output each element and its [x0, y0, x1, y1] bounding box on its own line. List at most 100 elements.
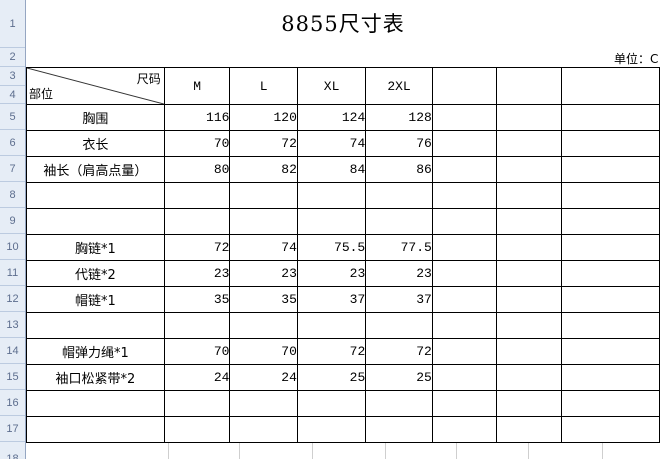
value-cell[interactable]: [296, 208, 367, 235]
row-header-18[interactable]: 18: [0, 442, 25, 459]
sheet-title[interactable]: 8855尺寸表: [281, 12, 405, 36]
part-label-cell[interactable]: 袖口松紧带*2: [26, 364, 165, 391]
value-cell[interactable]: 72: [296, 338, 367, 365]
row-header-7[interactable]: 7: [0, 156, 25, 182]
empty-cell[interactable]: [495, 156, 563, 183]
row-header-14[interactable]: 14: [0, 338, 25, 364]
empty-cell[interactable]: [561, 67, 660, 105]
empty-cell[interactable]: [561, 156, 660, 183]
empty-cell[interactable]: [561, 338, 660, 365]
part-label-cell[interactable]: 胸链*1: [26, 234, 165, 261]
empty-cell[interactable]: [495, 312, 563, 339]
value-cell[interactable]: 35: [229, 286, 298, 313]
value-cell[interactable]: 72: [229, 130, 298, 157]
value-cell[interactable]: 80: [163, 156, 231, 183]
empty-cell[interactable]: [495, 260, 563, 287]
part-label-cell[interactable]: 帽链*1: [26, 286, 165, 313]
value-cell[interactable]: 70: [163, 338, 231, 365]
empty-cell[interactable]: [431, 208, 497, 235]
empty-cell[interactable]: [431, 338, 497, 365]
empty-cell[interactable]: [495, 286, 563, 313]
empty-cell[interactable]: [561, 286, 660, 313]
value-cell[interactable]: [229, 182, 298, 209]
value-cell[interactable]: [163, 416, 231, 443]
row-header-5[interactable]: 5: [0, 104, 25, 130]
value-cell[interactable]: 25: [365, 364, 433, 391]
empty-cell[interactable]: [561, 364, 660, 391]
value-cell[interactable]: 86: [365, 156, 433, 183]
empty-cell[interactable]: [495, 182, 563, 209]
empty-cell[interactable]: [495, 234, 563, 261]
col-header-2xl[interactable]: 2XL: [365, 67, 433, 105]
value-cell[interactable]: 75.5: [296, 234, 367, 261]
col-header-m[interactable]: M: [163, 67, 231, 105]
value-cell[interactable]: [229, 208, 298, 235]
value-cell[interactable]: 72: [163, 234, 231, 261]
value-cell[interactable]: 23: [229, 260, 298, 287]
row-header-2[interactable]: 2: [0, 48, 25, 67]
value-cell[interactable]: [163, 182, 231, 209]
value-cell[interactable]: [365, 182, 433, 209]
row-header-3[interactable]: 3: [0, 67, 25, 86]
empty-cell[interactable]: [561, 130, 660, 157]
empty-cell[interactable]: [431, 67, 497, 105]
empty-cell[interactable]: [431, 104, 497, 131]
value-cell[interactable]: [296, 416, 367, 443]
empty-cell[interactable]: [431, 364, 497, 391]
value-cell[interactable]: [229, 390, 298, 417]
empty-cell[interactable]: [431, 260, 497, 287]
value-cell[interactable]: [365, 312, 433, 339]
empty-cell[interactable]: [431, 286, 497, 313]
empty-cell[interactable]: [495, 208, 563, 235]
row-header-1[interactable]: 1: [0, 0, 25, 48]
empty-cell[interactable]: [431, 130, 497, 157]
value-cell[interactable]: 72: [365, 338, 433, 365]
value-cell[interactable]: 70: [229, 338, 298, 365]
value-cell[interactable]: [163, 208, 231, 235]
value-cell[interactable]: 35: [163, 286, 231, 313]
empty-cell[interactable]: [431, 156, 497, 183]
empty-cell[interactable]: [495, 364, 563, 391]
value-cell[interactable]: [296, 390, 367, 417]
value-cell[interactable]: [296, 182, 367, 209]
empty-cell[interactable]: [431, 390, 497, 417]
corner-cell[interactable]: 尺码 部位: [26, 67, 165, 105]
part-label-cell[interactable]: 袖长（肩高点量）: [26, 156, 165, 183]
row-header-8[interactable]: 8: [0, 182, 25, 208]
value-cell[interactable]: 74: [229, 234, 298, 261]
empty-cell[interactable]: [561, 416, 660, 443]
value-cell[interactable]: 23: [163, 260, 231, 287]
col-header-xl[interactable]: XL: [296, 67, 367, 105]
empty-cell[interactable]: [495, 338, 563, 365]
value-cell[interactable]: 77.5: [365, 234, 433, 261]
value-cell[interactable]: 24: [229, 364, 298, 391]
value-cell[interactable]: [229, 416, 298, 443]
row-header-11[interactable]: 11: [0, 260, 25, 286]
value-cell[interactable]: 116: [163, 104, 231, 131]
part-label-cell[interactable]: 胸围: [26, 104, 165, 131]
value-cell[interactable]: 37: [296, 286, 367, 313]
part-label-cell[interactable]: 帽弹力绳*1: [26, 338, 165, 365]
value-cell[interactable]: 23: [365, 260, 433, 287]
value-cell[interactable]: [163, 390, 231, 417]
empty-cell[interactable]: [561, 312, 660, 339]
row-header-15[interactable]: 15: [0, 364, 25, 390]
empty-cell[interactable]: [561, 390, 660, 417]
empty-cell[interactable]: [495, 104, 563, 131]
empty-cell[interactable]: [495, 416, 563, 443]
value-cell[interactable]: [365, 390, 433, 417]
value-cell[interactable]: 120: [229, 104, 298, 131]
col-header-l[interactable]: L: [229, 67, 298, 105]
part-label-cell[interactable]: [26, 208, 165, 235]
empty-cell[interactable]: [495, 130, 563, 157]
value-cell[interactable]: 25: [296, 364, 367, 391]
empty-cell[interactable]: [431, 182, 497, 209]
row-header-10[interactable]: 10: [0, 234, 25, 260]
value-cell[interactable]: 76: [365, 130, 433, 157]
part-label-cell[interactable]: [26, 390, 165, 417]
value-cell[interactable]: [365, 416, 433, 443]
value-cell[interactable]: 124: [296, 104, 367, 131]
empty-cell[interactable]: [561, 208, 660, 235]
part-label-cell[interactable]: 衣长: [26, 130, 165, 157]
empty-cell[interactable]: [561, 182, 660, 209]
